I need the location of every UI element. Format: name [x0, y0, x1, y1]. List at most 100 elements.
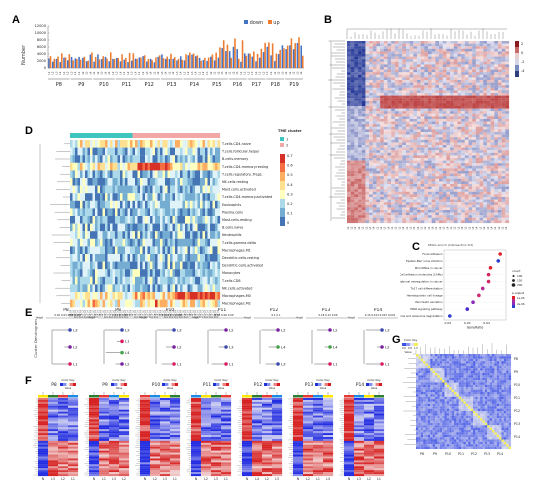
- heatmap-cell: [362, 174, 366, 177]
- tme-cell: [93, 231, 96, 239]
- heatmap-cell: [369, 145, 373, 148]
- heatmap-cell: [435, 189, 439, 192]
- bar-up: [106, 59, 108, 68]
- heatmap-cell: [376, 64, 380, 67]
- heatmap-cell: [454, 114, 458, 117]
- tme-cell: [100, 231, 103, 239]
- heatmap-cell: [380, 85, 384, 88]
- color-key-cell: [515, 71, 519, 77]
- heatmap-cell: [480, 187, 484, 190]
- tme-cell: [75, 262, 78, 270]
- heatmap-cell: [373, 168, 377, 171]
- col-label: L3: [457, 226, 460, 229]
- heatmap-cell: [446, 75, 450, 78]
- heatmap-cell: [446, 116, 450, 119]
- tme-cell: [178, 201, 181, 209]
- heatmap-cell: [428, 49, 432, 52]
- heatmap-cell: [410, 116, 414, 119]
- heatmap-cell: [469, 57, 473, 60]
- heatmap-cell: [461, 96, 465, 99]
- tme-scale-label: 0.4: [287, 183, 293, 187]
- heatmap-cell: [428, 176, 432, 179]
- heatmap-cell: [413, 85, 417, 88]
- bar-down: [108, 61, 110, 68]
- tme-cell: [80, 140, 83, 148]
- tme-cell: [130, 224, 133, 232]
- heatmap-cell: [399, 124, 403, 127]
- heatmap-cell: [457, 215, 461, 218]
- tme-cell: [210, 239, 213, 247]
- heatmap-cell: [428, 181, 432, 184]
- tme-cell: [140, 155, 143, 163]
- bar-down: [48, 58, 50, 68]
- tme-cell: [128, 231, 131, 239]
- heatmap-cell: [494, 184, 498, 187]
- heatmap-cell: [354, 116, 358, 119]
- heatmap-cell: [410, 124, 414, 127]
- heatmap-cell: [365, 150, 369, 153]
- tme-cell: [185, 224, 188, 232]
- heatmap-cell: [413, 111, 417, 114]
- heatmap-cell: [380, 70, 384, 73]
- heatmap-cell: [406, 46, 410, 49]
- heatmap-cell: [472, 158, 476, 161]
- heatmap-cell: [428, 98, 432, 101]
- heatmap-cell: [480, 88, 484, 91]
- heatmap-cell: [498, 77, 502, 80]
- bar-up: [76, 59, 78, 68]
- heatmap-cell: [369, 179, 373, 182]
- heatmap-cell: [446, 140, 450, 143]
- tme-cell: [158, 277, 161, 285]
- heatmap-cell: [480, 46, 484, 49]
- heatmap-cell: [347, 77, 351, 80]
- tme-cell: [93, 269, 96, 277]
- heatmap-cell: [502, 161, 506, 164]
- heatmap-cell: [362, 119, 366, 122]
- heatmap-cell: [362, 181, 366, 184]
- heatmap-cell: [358, 70, 362, 73]
- heatmap-cell: [351, 80, 355, 83]
- heatmap-cell: [384, 200, 388, 203]
- tme-row-label: Mast.cells.activated: [222, 188, 256, 192]
- heatmap-cell: [494, 70, 498, 73]
- tme-cell: [203, 201, 206, 209]
- tme-cell: [188, 269, 191, 277]
- tme-cell: [113, 148, 116, 156]
- tme-cell: [90, 201, 93, 209]
- heatmap-cell: [373, 62, 377, 65]
- heatmap-cell: [354, 51, 358, 54]
- tme-cell: [205, 216, 208, 224]
- tme-cell: [140, 148, 143, 156]
- heatmap-cell: [491, 207, 495, 210]
- heatmap-cell: [365, 72, 369, 75]
- heatmap-cell: [410, 187, 414, 190]
- heatmap-cell: [502, 46, 506, 49]
- heatmap-cell: [354, 72, 358, 75]
- heatmap-cell: [362, 215, 366, 218]
- heatmap-cell: [450, 148, 454, 151]
- heatmap-cell: [362, 220, 366, 223]
- heatmap-cell: [424, 41, 428, 44]
- tme-cell: [155, 269, 158, 277]
- heatmap-cell: [450, 114, 454, 117]
- heatmap-cell: [417, 189, 421, 192]
- heatmap-cell: [406, 153, 410, 156]
- heatmap-cell: [450, 116, 454, 119]
- heatmap-cell: [432, 59, 436, 62]
- heatmap-cell: [494, 59, 498, 62]
- heatmap-cell: [472, 51, 476, 54]
- heatmap-cell: [413, 132, 417, 135]
- heatmap-cell: [465, 62, 469, 65]
- heatmap-cell: [443, 137, 447, 140]
- heatmap-cell: [443, 93, 447, 96]
- heatmap-cell: [347, 85, 351, 88]
- heatmap-cell: [502, 137, 506, 140]
- heatmap-cell: [465, 85, 469, 88]
- heatmap-cell: [358, 210, 362, 213]
- heatmap-cell: [358, 122, 362, 125]
- tme-cell: [105, 262, 108, 270]
- tme-cell: [95, 246, 98, 254]
- heatmap-cell: [354, 205, 358, 208]
- tme-cell: [160, 178, 163, 186]
- tme-cell: [158, 231, 161, 239]
